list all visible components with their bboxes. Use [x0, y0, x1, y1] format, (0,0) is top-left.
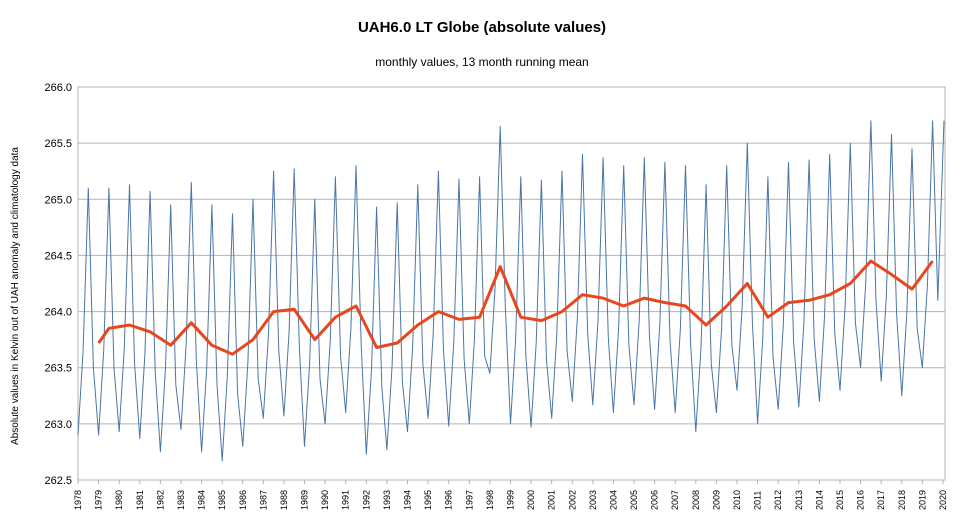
x-tick-label: 2020 — [938, 490, 948, 510]
x-tick-label: 2019 — [917, 490, 927, 510]
x-tick-label: 2004 — [608, 490, 618, 510]
x-tick-label: 1987 — [258, 490, 268, 510]
x-tick-label: 2013 — [794, 490, 804, 510]
chart-title: UAH6.0 LT Globe (absolute values) — [358, 19, 606, 36]
x-tick-label: 2000 — [526, 490, 536, 510]
x-tick-label: 2011 — [753, 491, 763, 510]
x-tick-label: 1983 — [176, 490, 186, 510]
x-tick-label: 1979 — [94, 490, 104, 510]
x-tick-label: 1978 — [73, 490, 83, 510]
x-tick-label: 1997 — [464, 490, 474, 510]
y-tick-label: 265.0 — [44, 194, 72, 206]
x-tick-label: 2008 — [691, 490, 701, 510]
x-tick-label: 1985 — [217, 490, 227, 510]
y-tick-label: 266.0 — [44, 82, 72, 94]
series-line — [97, 259, 934, 356]
x-tick-label: 2001 — [547, 490, 557, 510]
x-tick-label: 2015 — [835, 490, 845, 510]
x-tick-label: 1988 — [279, 490, 289, 510]
x-tick-label: 1996 — [444, 490, 454, 510]
x-tick-label: 1999 — [505, 490, 515, 510]
x-tick-label: 1989 — [300, 490, 310, 510]
chart-subtitle: monthly values, 13 month running mean — [375, 55, 588, 69]
y-axis-label: Absolute values in Kelvin out of UAH ano… — [10, 147, 21, 445]
x-tick-label: 1980 — [114, 490, 124, 510]
x-tick-label: 1990 — [320, 490, 330, 510]
x-tick-label: 2007 — [670, 490, 680, 510]
x-tick-label: 2017 — [876, 490, 886, 510]
y-tick-label: 264.0 — [44, 307, 72, 319]
x-tick-label: 1986 — [238, 490, 248, 510]
x-tick-label: 2014 — [814, 490, 824, 510]
x-tick-label: 1992 — [361, 490, 371, 510]
y-tick-label: 263.0 — [44, 419, 72, 431]
x-tick-label: 1998 — [485, 490, 495, 510]
y-tick-label: 262.5 — [44, 475, 72, 487]
x-tick-label: 2005 — [629, 490, 639, 510]
x-tick-label: 1993 — [382, 490, 392, 510]
plot-frame — [77, 86, 946, 481]
x-tick-label: 2012 — [773, 490, 783, 510]
x-tick-label: 2010 — [732, 490, 742, 510]
x-tick-label: 2018 — [897, 490, 907, 510]
x-tick-label: 1995 — [423, 490, 433, 510]
x-tick-label: 2003 — [588, 490, 598, 510]
y-tick-label: 264.5 — [44, 250, 72, 262]
x-tick-label: 2016 — [856, 490, 866, 510]
x-tick-label: 1991 — [341, 490, 351, 510]
x-tick-label: 2006 — [650, 490, 660, 510]
x-tick-label: 1982 — [155, 490, 165, 510]
y-tick-label: 265.5 — [44, 138, 72, 150]
series-line — [77, 120, 945, 462]
x-tick-label: 1981 — [135, 490, 145, 510]
x-tick-label: 1984 — [197, 490, 207, 510]
x-tick-label: 1994 — [403, 490, 413, 510]
x-tick-label: 2009 — [711, 490, 721, 510]
y-tick-label: 263.5 — [44, 363, 72, 375]
x-tick-label: 2002 — [567, 490, 577, 510]
